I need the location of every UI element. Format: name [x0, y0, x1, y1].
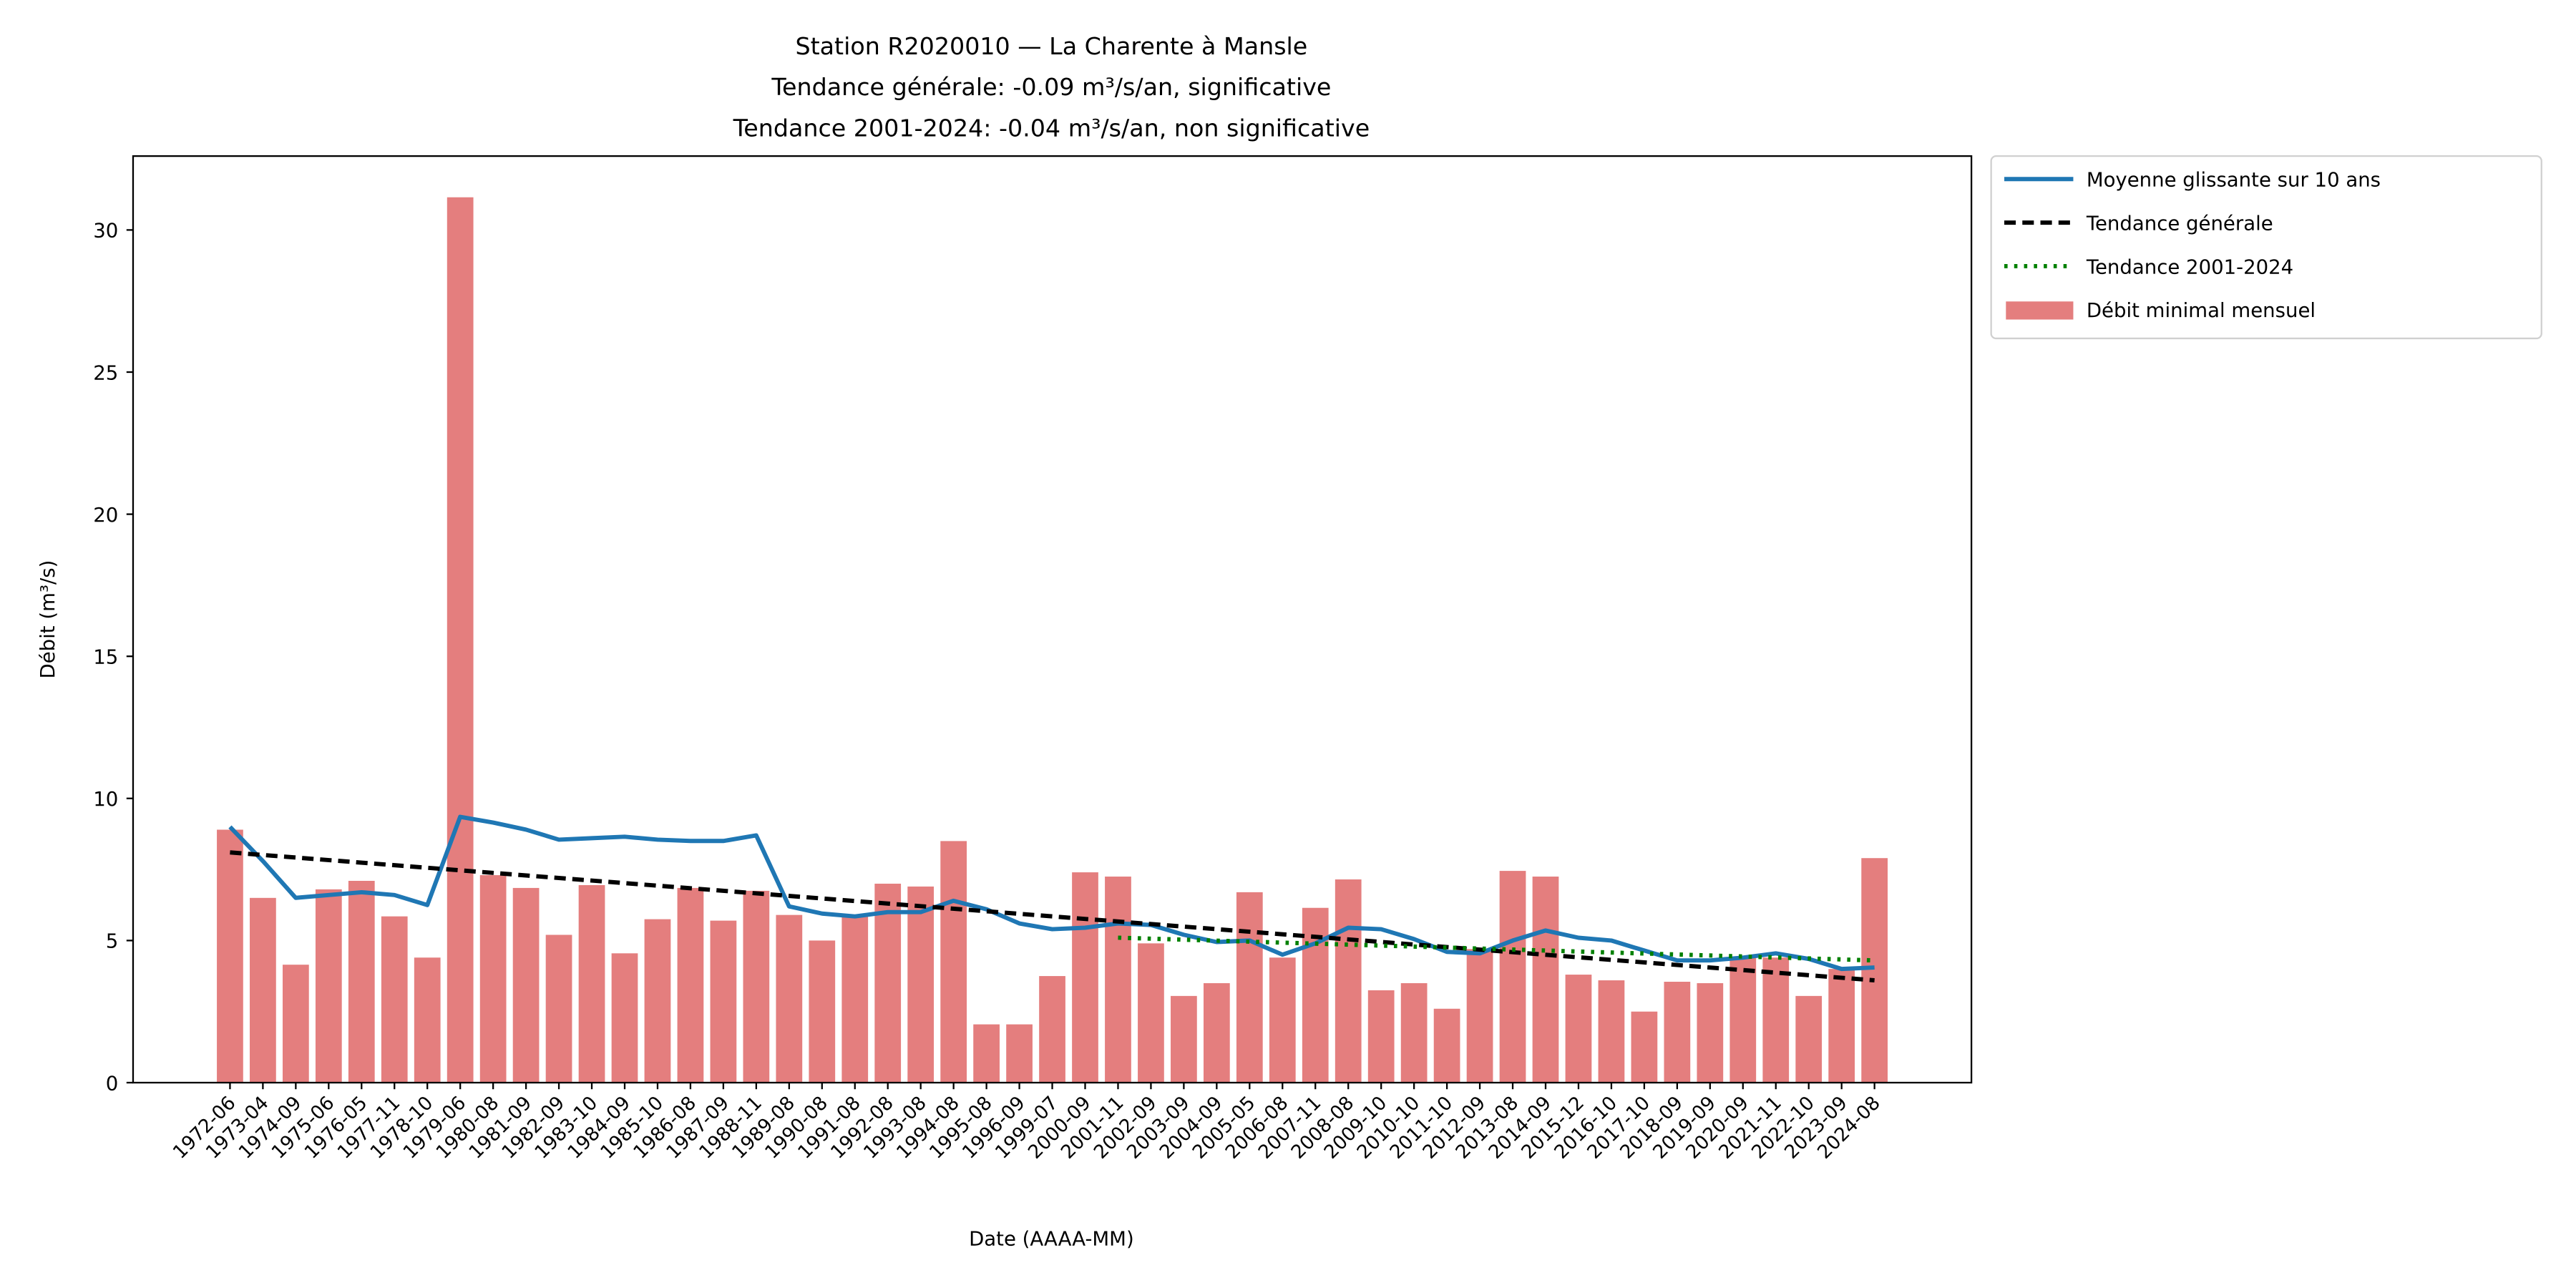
bar-2016-10 — [1598, 980, 1625, 1083]
bar-1996-09 — [1006, 1024, 1033, 1083]
y-tick-label: 25 — [93, 361, 118, 384]
bar-1978-10 — [414, 957, 441, 1083]
bar-2015-12 — [1565, 975, 1592, 1083]
legend-label: Tendance générale — [2086, 212, 2273, 235]
bar-2021-11 — [1762, 957, 1790, 1083]
bar-1979-06 — [447, 197, 474, 1083]
bar-2024-08 — [1861, 858, 1888, 1083]
y-tick-label: 20 — [93, 504, 118, 527]
y-axis-label: Débit (m³/s) — [36, 560, 59, 679]
bar-1982-09 — [545, 935, 572, 1083]
bar-1990-08 — [809, 940, 836, 1083]
chart-title-line-3: Tendance 2001-2024: -0.04 m³/s/an, non s… — [733, 114, 1370, 142]
moving-average-line — [228, 814, 1875, 972]
bar-2005-05 — [1236, 892, 1263, 1083]
bar-2020-09 — [1729, 957, 1757, 1083]
bar-1989-08 — [776, 914, 803, 1083]
chart-title-line-1: Station R2020010 — La Charente à Mansle — [795, 32, 1307, 60]
bar-1972-06 — [217, 829, 243, 1083]
bar-2010-10 — [1400, 982, 1428, 1083]
bar-1994-08 — [940, 841, 967, 1083]
bar-2009-10 — [1367, 990, 1395, 1083]
bar-2022-10 — [1795, 995, 1823, 1083]
legend-swatch-bars — [2006, 301, 2074, 320]
bar-2007-11 — [1302, 907, 1329, 1083]
bar-1992-08 — [874, 883, 902, 1083]
bar-1988-11 — [743, 890, 770, 1083]
bar-1995-08 — [973, 1024, 1000, 1083]
y-tick-label: 10 — [93, 788, 118, 811]
y-axis: 0 5 10 15 20 25 30 — [93, 220, 133, 1095]
legend-label: Tendance 2001-2024 — [2086, 255, 2293, 278]
bar-1980-08 — [479, 875, 507, 1083]
bar-2003-09 — [1171, 995, 1197, 1083]
bar-2008-08 — [1335, 879, 1362, 1083]
bar-2004-09 — [1203, 982, 1230, 1083]
bar-1977-11 — [381, 916, 408, 1083]
bar-1999-07 — [1039, 976, 1065, 1083]
bar-2000-09 — [1072, 872, 1098, 1083]
bar-2011-10 — [1433, 1008, 1460, 1083]
bar-1993-08 — [907, 886, 935, 1083]
legend: Moyenne glissante sur 10 ans Tendance gén… — [1990, 155, 2542, 340]
bar-series — [217, 197, 1888, 1083]
bar-1986-08 — [677, 887, 704, 1083]
bar-1976-05 — [348, 880, 375, 1083]
bar-1975-06 — [315, 889, 342, 1083]
general-trend-line — [230, 850, 1875, 982]
y-tick-label: 5 — [106, 930, 119, 953]
y-tick-label: 0 — [106, 1072, 119, 1095]
bar-1973-04 — [250, 897, 276, 1083]
legend-label: Moyenne glissante sur 10 ans — [2087, 169, 2381, 192]
y-tick-label: 30 — [93, 220, 118, 243]
bar-2018-09 — [1664, 982, 1691, 1083]
legend-label: Débit minimal mensuel — [2087, 299, 2316, 322]
bar-2001-11 — [1105, 877, 1131, 1083]
bar-2014-09 — [1532, 877, 1559, 1083]
bar-1974-09 — [282, 965, 309, 1083]
bar-2019-09 — [1697, 982, 1724, 1083]
chart-title-line-2: Tendance générale: -0.09 m³/s/an, signif… — [771, 73, 1331, 101]
bar-1987-09 — [710, 920, 737, 1083]
bar-2017-10 — [1631, 1011, 1658, 1083]
bar-1981-09 — [512, 887, 540, 1083]
bar-1984-09 — [611, 953, 638, 1083]
y-tick-label: 15 — [93, 646, 118, 669]
line-series — [228, 814, 1875, 982]
bar-2012-09 — [1466, 949, 1493, 1083]
bar-2006-08 — [1269, 957, 1296, 1083]
bar-1983-10 — [578, 884, 605, 1083]
bar-2013-08 — [1499, 871, 1526, 1083]
x-axis-label: Date (AAAA-MM) — [969, 1227, 1134, 1250]
bar-2023-09 — [1828, 969, 1855, 1083]
legend-frame — [1990, 155, 2542, 340]
bar-1991-08 — [841, 916, 869, 1083]
bar-1985-10 — [644, 919, 671, 1083]
bar-2002-09 — [1138, 943, 1164, 1083]
